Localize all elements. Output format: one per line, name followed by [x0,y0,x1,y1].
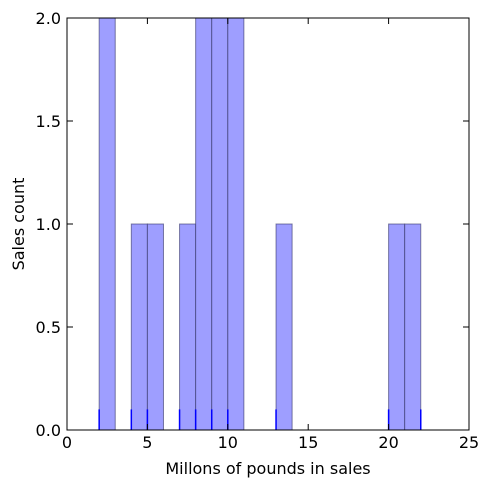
y-axis-label: Sales count [9,178,28,271]
histogram-bar [211,17,229,431]
x-tick-label: 15 [298,433,318,452]
bars-layer [98,17,422,431]
x-tick-label: 25 [459,433,479,452]
histogram-bar [275,223,293,431]
histogram-bar [179,223,197,431]
x-tick-label: 5 [142,433,152,452]
x-tick-labels: 0 5 10 15 20 25 [62,433,479,452]
x-axis-label: Millons of pounds in sales [165,459,370,478]
x-tick-label: 20 [378,433,398,452]
y-tick-label: 2.0 [36,9,61,28]
y-tick-label: 1.0 [36,215,61,234]
histogram-bar [227,17,245,431]
histogram-bar [195,17,213,431]
x-tick-label: 0 [62,433,72,452]
y-tick-label: 1.5 [36,112,61,131]
histogram-bar [98,17,116,431]
y-tick-label: 0.5 [36,318,61,337]
histogram-bar [404,223,422,431]
y-tick-labels: 0.0 0.5 1.0 1.5 2.0 [36,9,61,440]
histogram-bar [388,223,406,431]
plot-frame [66,17,470,431]
y-tick-label: 0.0 [36,421,61,440]
histogram-bar [146,223,164,431]
histogram-bar [130,223,148,431]
x-tick-label: 10 [218,433,238,452]
